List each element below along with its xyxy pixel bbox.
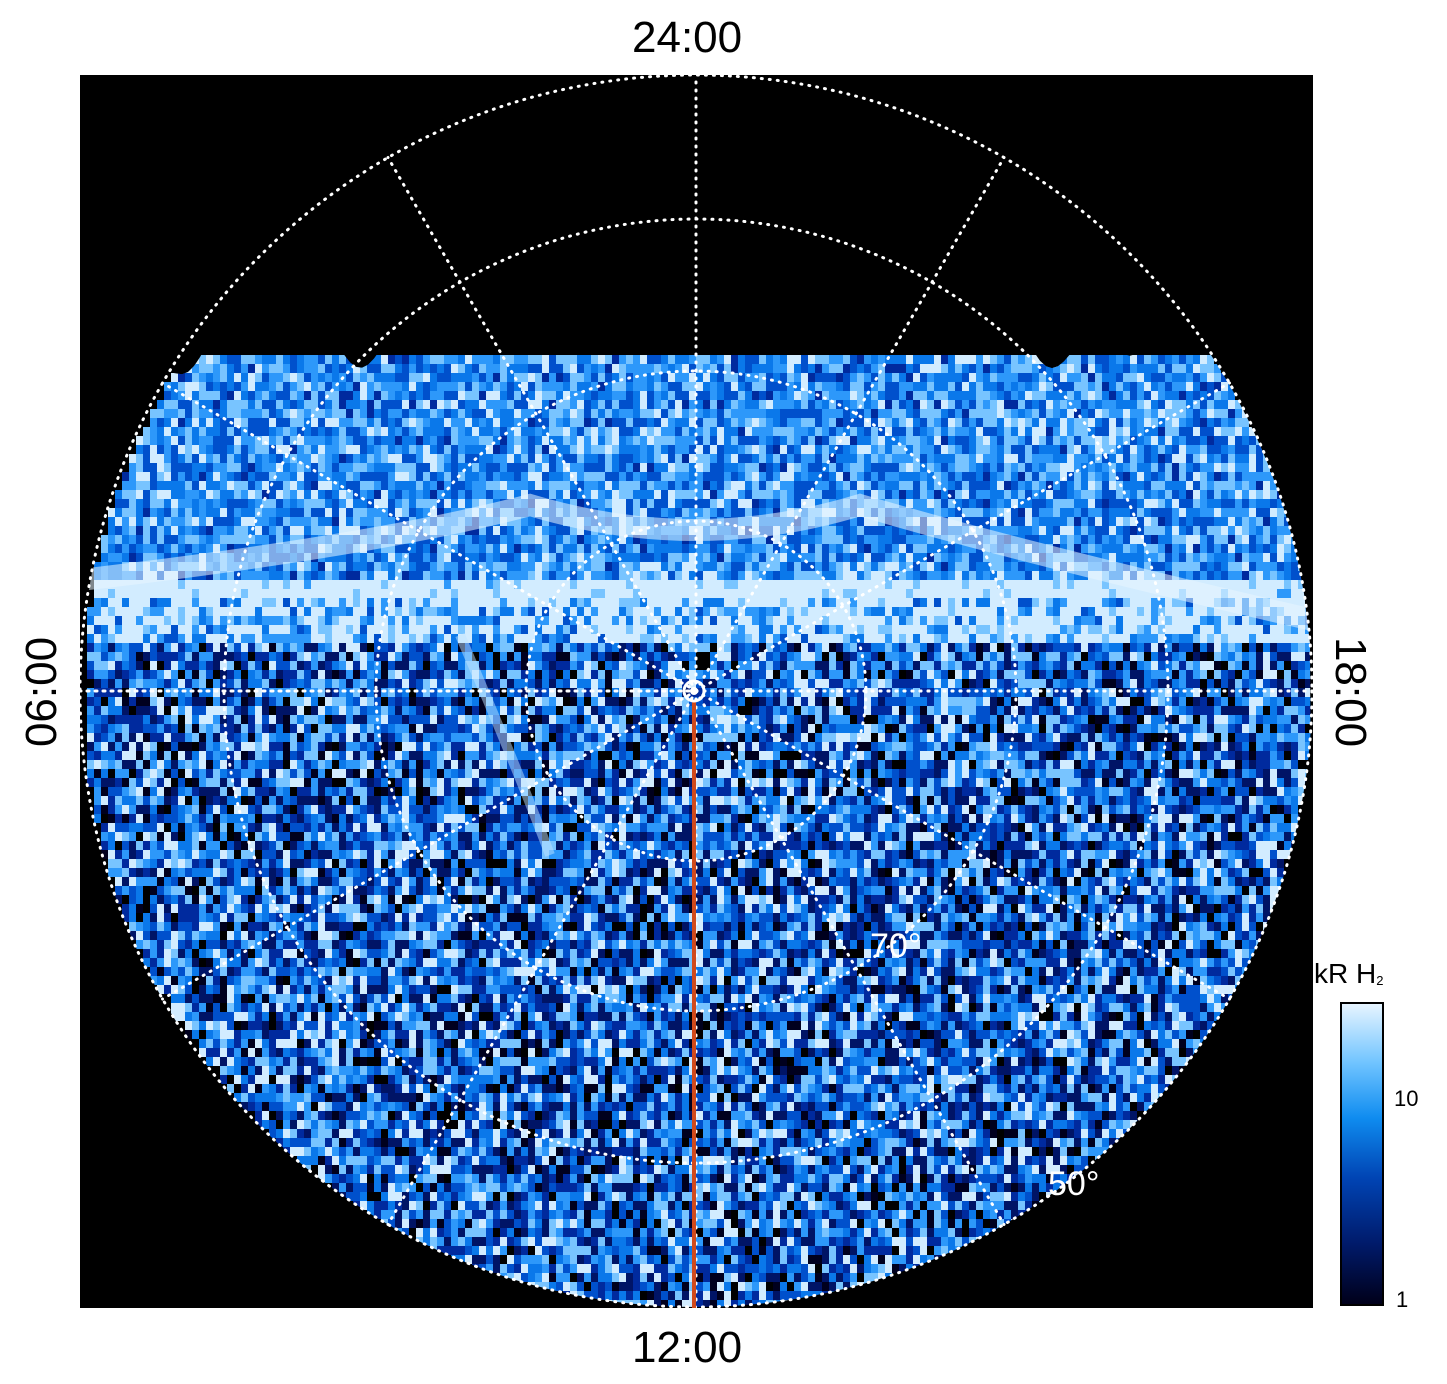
latitude-label-70: 70°	[870, 927, 921, 965]
mlt-meridian	[161, 381, 698, 693]
mlt-meridian	[161, 689, 698, 1001]
mlt-meridian	[386, 689, 698, 1226]
mlt-meridian	[694, 689, 1006, 1226]
colorbar-unit: kR H	[1314, 958, 1377, 989]
mlt-meridian	[386, 156, 698, 693]
colorbar-gradient	[1340, 1002, 1384, 1306]
polar-map-frame: 70° 50°	[80, 75, 1313, 1308]
colorbar-tick-10: 10	[1394, 1086, 1419, 1111]
mlt-label-noon: 12:00	[632, 1323, 743, 1372]
mlt-meridian	[694, 381, 1231, 693]
mlt-label-dusk: 18:00	[1326, 636, 1375, 748]
colorbar-unit-subscript: 2	[1376, 973, 1384, 988]
latitude-label-50: 50°	[1048, 1165, 1099, 1203]
auroral-emission-layer	[80, 355, 1312, 1307]
mlt-meridian	[694, 156, 1006, 693]
mlt-meridian	[694, 689, 1231, 1001]
colorbar-title: kR H2	[1314, 958, 1383, 990]
mlt-label-dawn: 06:00	[17, 636, 66, 748]
auroral-polar-map: 70° 50°	[80, 75, 1313, 1308]
pole-marker	[682, 679, 706, 703]
colorbar-tick-1: 1	[1396, 1287, 1409, 1312]
mlt-label-midnight: 24:00	[632, 13, 743, 62]
pole-center-dot	[690, 687, 698, 695]
